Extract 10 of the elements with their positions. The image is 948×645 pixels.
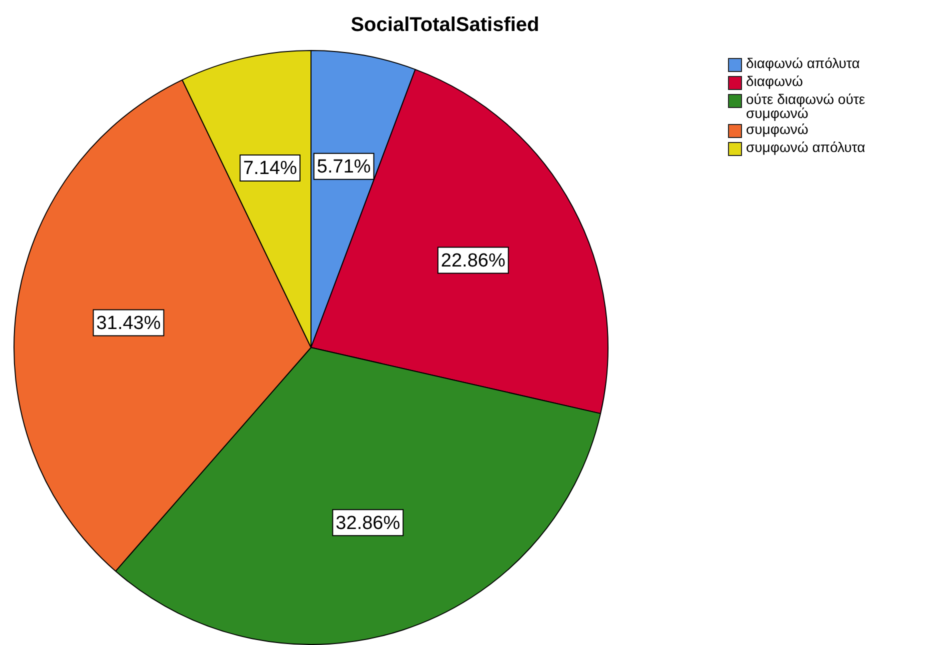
legend-label: συμφωνώ απόλυτα <box>746 139 866 155</box>
legend-label: διαφωνώ απόλυτα <box>746 55 860 71</box>
data-label: 7.14% <box>243 158 298 180</box>
data-label: 31.43% <box>96 312 161 334</box>
chart-title: SocialTotalSatisfied <box>350 14 540 37</box>
legend-label: συμφωνώ <box>746 121 808 137</box>
data-label: 5.71% <box>316 156 371 178</box>
data-label: 32.86% <box>336 512 400 534</box>
data-label: 22.86% <box>440 250 506 272</box>
legend-label: διαφωνώ <box>746 73 803 89</box>
